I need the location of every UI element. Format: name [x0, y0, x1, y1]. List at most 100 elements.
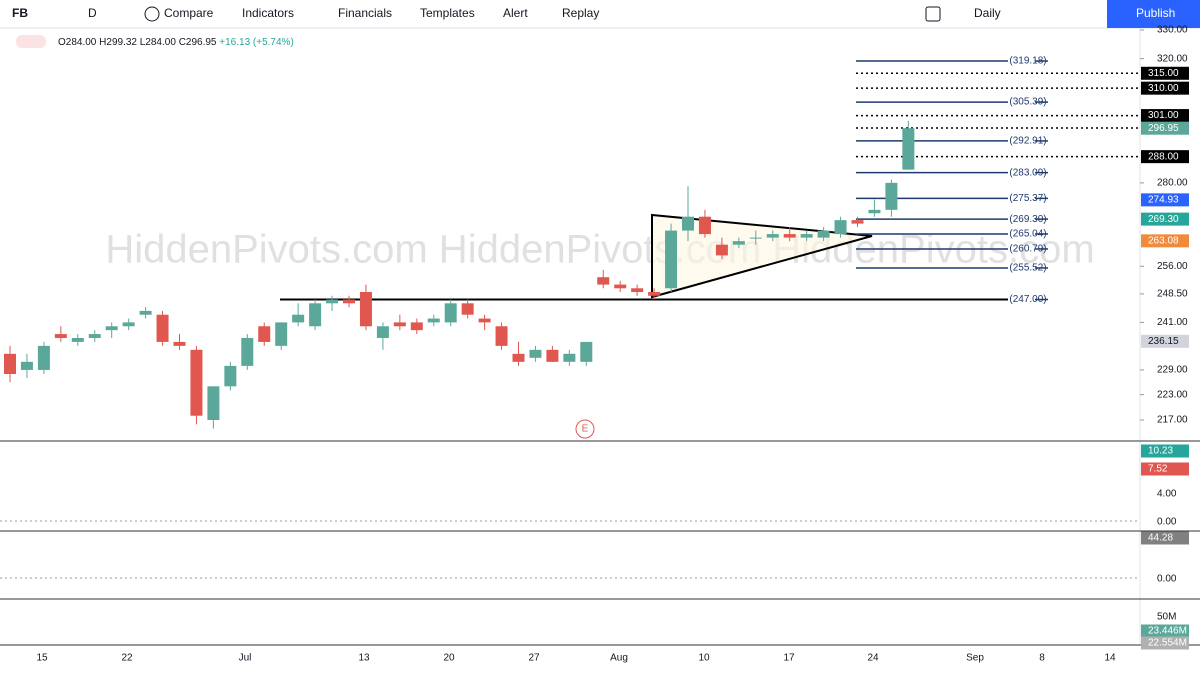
layout-icon[interactable]: [925, 6, 941, 22]
candle-body: [834, 220, 847, 235]
candle-body: [444, 303, 457, 323]
price-tag-label: 263.08: [1148, 235, 1179, 246]
panel-tag: [1141, 444, 1189, 458]
price-tag-label: 296.95: [1148, 123, 1179, 134]
candle-body: [563, 353, 576, 362]
candle-body: [275, 322, 288, 346]
price-tag: [1141, 212, 1189, 226]
alert[interactable]: Alert: [503, 6, 528, 20]
candle-body: [529, 349, 542, 358]
pivot-label: (265.04): [1009, 229, 1046, 240]
price-tick-label: 280.00: [1157, 178, 1188, 189]
panel-tag: [1141, 636, 1189, 650]
candle-body: [597, 277, 610, 285]
candle-body: [461, 303, 474, 315]
time-label: 24: [867, 653, 879, 664]
pivot-label: (269.30): [1009, 214, 1046, 225]
panel-tag: [1141, 462, 1189, 476]
candle-body: [749, 237, 762, 239]
candle-body: [258, 326, 271, 342]
time-label: 15: [36, 653, 48, 664]
earnings-label: E: [582, 424, 589, 435]
candle-body: [868, 209, 881, 214]
panel-tick-label: 0.00: [1157, 574, 1177, 585]
candle-body: [851, 220, 864, 224]
candle-body: [393, 322, 406, 327]
time-label: 20: [443, 653, 455, 664]
time-label: 22: [121, 653, 133, 664]
pivot-label: (260.79): [1009, 244, 1046, 255]
time-label: 13: [358, 653, 370, 664]
candle-body: [580, 341, 593, 362]
panel-tag-label: 44.28: [1148, 533, 1173, 544]
price-tag-label: 236.15: [1148, 336, 1179, 347]
price-tick-label: 320.00: [1157, 53, 1188, 64]
candle-body: [71, 337, 84, 342]
candle-body: [885, 182, 898, 210]
toolbar-bg: [0, 0, 1200, 28]
panel-tag-label: 7.52: [1148, 464, 1168, 475]
candle-body: [410, 322, 423, 331]
candle-body: [512, 353, 525, 362]
publish[interactable]: Publish: [1136, 6, 1175, 20]
earnings-marker: [575, 419, 595, 439]
time-label: 10: [698, 653, 710, 664]
compare-icon[interactable]: [144, 6, 160, 22]
candle-body: [682, 216, 694, 231]
price-tick-label: 256.00: [1157, 261, 1188, 272]
time-label: Jul: [239, 653, 252, 664]
price-tag-label: 274.93: [1148, 195, 1179, 206]
candle-body: [207, 386, 220, 420]
candle-body: [343, 299, 355, 304]
candle-body: [156, 314, 169, 342]
financials[interactable]: Financials: [338, 6, 392, 20]
candle-body: [732, 241, 745, 245]
pivot-label: (305.39): [1009, 97, 1046, 108]
candle-body: [326, 299, 339, 304]
panel-tag: [1141, 531, 1189, 545]
indicators[interactable]: Indicators: [242, 6, 294, 20]
replay[interactable]: Replay: [562, 6, 599, 20]
candle-body: [698, 216, 711, 235]
pivot-label: (319.18): [1009, 56, 1046, 67]
price-tick-label: 248.50: [1157, 289, 1188, 300]
candle-body: [648, 292, 661, 296]
candle-body: [902, 128, 915, 170]
candle-body: [190, 349, 203, 416]
candle-body: [105, 326, 118, 331]
price-tag-label: 315.00: [1148, 68, 1179, 79]
panel-tag: [1141, 624, 1189, 638]
candle-body: [173, 341, 186, 346]
candle-body: [546, 349, 559, 362]
interval[interactable]: D: [88, 6, 97, 20]
price-tick-label: 229.00: [1157, 365, 1188, 376]
candle-body: [139, 310, 152, 315]
candle-body: [37, 345, 50, 370]
publish-button[interactable]: [1107, 0, 1200, 28]
panel-tag-label: 10.23: [1148, 446, 1173, 457]
candle-body: [817, 230, 830, 238]
price-tick-label: 330.00: [1157, 25, 1188, 36]
candle-body: [427, 318, 440, 323]
compare[interactable]: Compare: [164, 6, 214, 20]
candle-body: [800, 234, 813, 238]
pivot-label: (283.09): [1009, 167, 1046, 178]
candle-body: [478, 318, 491, 323]
range[interactable]: Daily: [974, 6, 1001, 20]
panel-tick-label: 0.00: [1157, 517, 1177, 528]
pivot-label: (275.37): [1009, 193, 1046, 204]
panel-tick-label: 50M: [1157, 612, 1176, 623]
price-tick-label: 223.00: [1157, 389, 1188, 400]
candle-body: [54, 334, 67, 338]
ohlc-legend: O284.00 H299.32 L284.00 C296.95 +16.13 (…: [58, 37, 294, 48]
candle-body: [359, 292, 372, 327]
price-tag: [1141, 81, 1189, 95]
templates[interactable]: Templates: [420, 6, 475, 20]
candle-body: [376, 326, 389, 338]
pivot-label: (255.52): [1009, 263, 1046, 274]
symbol[interactable]: FB: [12, 6, 28, 20]
price-tag: [1141, 150, 1189, 164]
candle-body: [122, 322, 135, 327]
legend-pill: [16, 35, 46, 48]
candle-body: [631, 288, 644, 293]
